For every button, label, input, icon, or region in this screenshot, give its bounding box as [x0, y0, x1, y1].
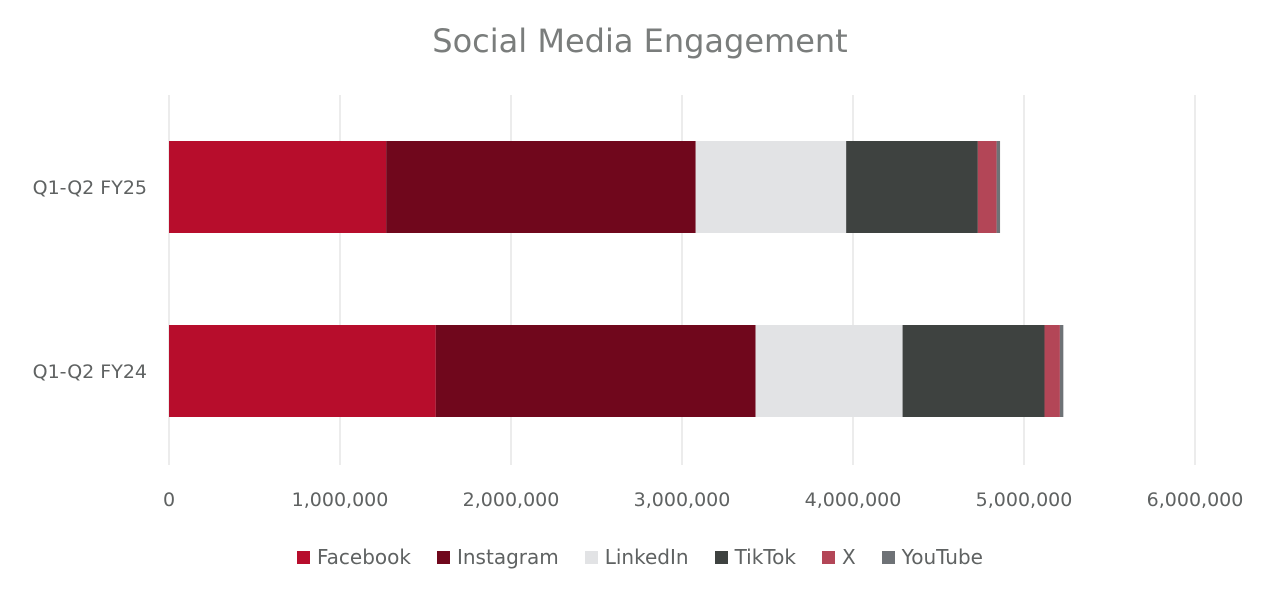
x-tick-label: 3,000,000 [634, 489, 731, 511]
bar-segment-tiktok [902, 325, 1045, 417]
legend-swatch [297, 550, 310, 564]
legend-swatch [584, 550, 598, 564]
category-label: Q1-Q2 FY25 [33, 177, 147, 199]
category-labels: Q1-Q2 FY25 Q1-Q2 FY24 [33, 177, 147, 383]
legend-item: YouTube [881, 545, 983, 569]
legend-swatch [436, 550, 450, 564]
legend-label: Facebook [317, 545, 411, 569]
bar-segment-facebook [169, 141, 387, 233]
bar-segment-youtube [1059, 325, 1064, 417]
x-tick-label: 1,000,000 [292, 489, 389, 511]
x-tick-label: 5,000,000 [976, 489, 1073, 511]
chart-title: Social Media Engagement [432, 22, 848, 60]
legend: Facebook Instagram LinkedIn TikTok X YouTube [0, 545, 1280, 569]
bar-segment-instagram [386, 141, 696, 233]
bar-segment-youtube [996, 141, 1001, 233]
bar-segment-linkedin [695, 141, 847, 233]
legend-item: TikTok [714, 545, 796, 569]
bar-segment-x [977, 141, 997, 233]
bar-segment-facebook [169, 325, 436, 417]
x-tick-label: 4,000,000 [805, 489, 902, 511]
bar-segment-linkedin [755, 325, 903, 417]
legend-swatch [714, 550, 728, 564]
legend-label: YouTube [901, 545, 983, 569]
legend-label: TikTok [734, 545, 796, 569]
bars [169, 141, 1064, 417]
bar-segment-x [1044, 325, 1060, 417]
x-tick-label: 0 [163, 489, 175, 511]
bar-segment-instagram [435, 325, 756, 417]
legend-item: LinkedIn [584, 545, 689, 569]
legend-label: LinkedIn [604, 545, 689, 569]
x-tick-label: 2,000,000 [463, 489, 560, 511]
legend-label: X [841, 545, 856, 569]
legend-label: Instagram [456, 545, 559, 569]
legend-item: Facebook [297, 545, 411, 569]
legend-item: X [821, 545, 856, 569]
x-tick-labels: 0 1,000,000 2,000,000 3,000,000 4,000,000 5,0… [163, 489, 1243, 511]
legend-swatch [821, 550, 835, 564]
x-tick-label: 6,000,000 [1147, 489, 1244, 511]
legend-swatch [881, 550, 895, 564]
legend-item: Instagram [436, 545, 559, 569]
category-label: Q1-Q2 FY24 [33, 361, 147, 383]
bar-segment-tiktok [846, 141, 978, 233]
